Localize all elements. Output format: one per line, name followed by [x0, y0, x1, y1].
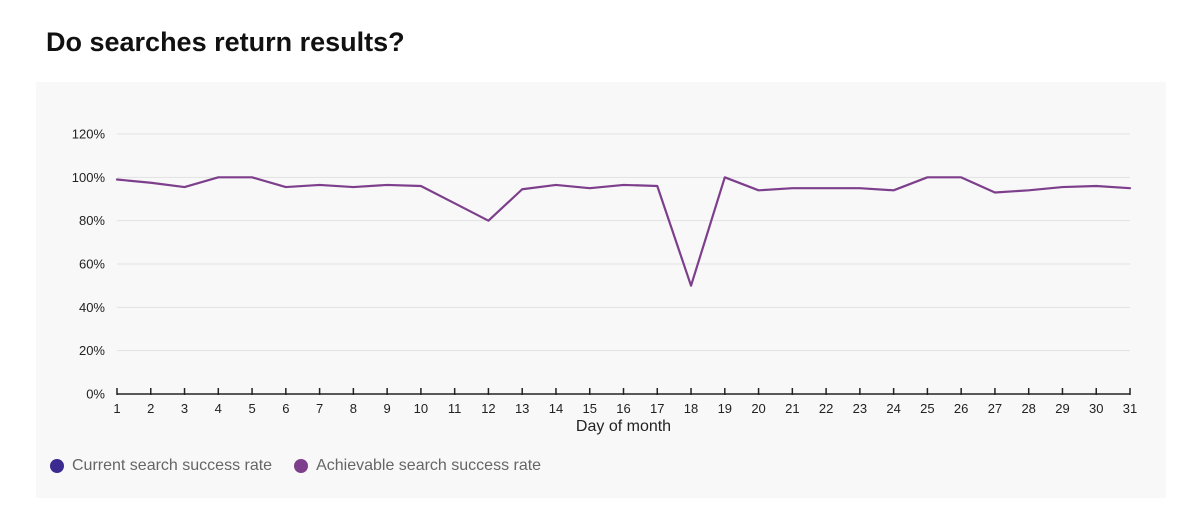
data-point-23[interactable]	[857, 185, 863, 191]
data-point-9[interactable]	[384, 182, 390, 188]
data-point-22[interactable]	[823, 185, 829, 191]
line-chart: 0%20%40%60%80%100%120% 1 2 3 4 5 6 7 8 9 10 11 12 13…	[72, 127, 1137, 436]
data-point-6[interactable]	[283, 184, 289, 190]
y-tick-label-60: 60%	[79, 257, 105, 272]
x-tick-label-31: 31	[1123, 401, 1137, 416]
x-tick-label-11: 11	[448, 401, 462, 416]
x-tick-label-8: 8	[350, 401, 357, 416]
x-tick-label-3: 3	[181, 401, 188, 416]
data-point-15[interactable]	[587, 185, 593, 191]
data-point-24[interactable]	[891, 187, 897, 193]
x-tick-label-13: 13	[515, 401, 529, 416]
data-point-8[interactable]	[350, 184, 356, 190]
x-tick-label-27: 27	[988, 401, 1002, 416]
y-tick-label-100: 100%	[72, 170, 106, 185]
data-point-16[interactable]	[621, 182, 627, 188]
x-tick-label-29: 29	[1055, 401, 1069, 416]
x-tick-label-7: 7	[316, 401, 323, 416]
data-point-11[interactable]	[452, 200, 458, 206]
x-tick-label-22: 22	[819, 401, 833, 416]
data-point-12[interactable]	[485, 218, 491, 224]
x-tick-label-15: 15	[582, 401, 596, 416]
legend-item-achievable[interactable]: Achievable search success rate	[294, 457, 541, 475]
data-point-30[interactable]	[1093, 183, 1099, 189]
data-point-25[interactable]	[924, 174, 930, 180]
y-tick-label-20: 20%	[79, 343, 105, 358]
y-tick-label-80: 80%	[79, 213, 105, 228]
x-tick-label-10: 10	[414, 401, 428, 416]
x-tick-label-12: 12	[481, 401, 495, 416]
legend-label-current: Current search success rate	[72, 457, 273, 474]
x-tick-label-14: 14	[549, 401, 563, 416]
legend-swatch-achievable	[294, 459, 309, 473]
x-tick-label-5: 5	[248, 401, 255, 416]
data-point-14[interactable]	[553, 182, 559, 188]
x-tick-label-1: 1	[113, 401, 120, 416]
x-axis	[116, 388, 1131, 395]
data-point-2[interactable]	[148, 180, 154, 186]
page-title: Do searches return results?	[46, 27, 405, 57]
data-point-31[interactable]	[1127, 185, 1133, 191]
data-point-17[interactable]	[654, 183, 660, 189]
data-point-13[interactable]	[519, 186, 525, 192]
series-lines	[114, 174, 1133, 289]
data-point-26[interactable]	[958, 174, 964, 180]
data-point-1[interactable]	[114, 177, 120, 183]
data-point-28[interactable]	[1026, 187, 1032, 193]
x-tick-label-24: 24	[886, 401, 900, 416]
legend: Current search success rate Achievable s…	[50, 455, 541, 477]
x-tick-label-21: 21	[785, 401, 799, 416]
data-point-27[interactable]	[992, 190, 998, 196]
x-tick-label-9: 9	[384, 401, 391, 416]
x-tick-label-6: 6	[282, 401, 289, 416]
legend-label-achievable: Achievable search success rate	[316, 457, 542, 474]
y-axis-tick-labels: 0% 20% 40% 60% 80% 100% 120%	[72, 127, 106, 402]
gridlines	[117, 133, 1130, 352]
y-tick-label-40: 40%	[79, 300, 105, 315]
legend-swatch-current	[50, 459, 64, 473]
x-tick-label-25: 25	[920, 401, 934, 416]
data-point-4[interactable]	[215, 174, 221, 180]
data-point-29[interactable]	[1059, 184, 1065, 190]
data-point-7[interactable]	[317, 182, 323, 188]
data-point-10[interactable]	[418, 183, 424, 189]
chart-card: 0% 20% 40% 60% 80% 100% 120% 1 2 3 4 5 6 7 8 9 10 11 12 13…	[36, 82, 1166, 498]
x-axis-title: Day of month	[576, 418, 671, 435]
series-line-0	[115, 176, 1132, 287]
x-tick-label-28: 28	[1021, 401, 1035, 416]
x-tick-label-18: 18	[684, 401, 698, 416]
y-tick-label-120: 120%	[72, 127, 106, 142]
data-point-21[interactable]	[789, 185, 795, 191]
data-point-5[interactable]	[249, 174, 255, 180]
legend-item-current[interactable]: Current search success rate	[50, 457, 272, 475]
y-tick-label-0: 0%	[86, 387, 105, 402]
x-tick-label-4: 4	[215, 401, 222, 416]
x-tick-label-23: 23	[853, 401, 867, 416]
x-tick-label-16: 16	[616, 401, 630, 416]
data-point-19[interactable]	[722, 174, 728, 180]
x-tick-label-26: 26	[954, 401, 968, 416]
x-tick-label-2: 2	[147, 401, 154, 416]
x-axis-tick-labels: 1 2 3 4 5 6 7 8 9 10 11 12 13 14 15 16 17 18 19 20 21 22 23 24 2…	[113, 401, 1137, 416]
x-tick-label-17: 17	[650, 401, 664, 416]
x-tick-label-30: 30	[1089, 401, 1103, 416]
x-tick-label-20: 20	[751, 401, 765, 416]
data-point-20[interactable]	[756, 187, 762, 193]
data-point-3[interactable]	[182, 184, 188, 190]
x-tick-label-19: 19	[718, 401, 732, 416]
data-point-18[interactable]	[688, 283, 694, 289]
